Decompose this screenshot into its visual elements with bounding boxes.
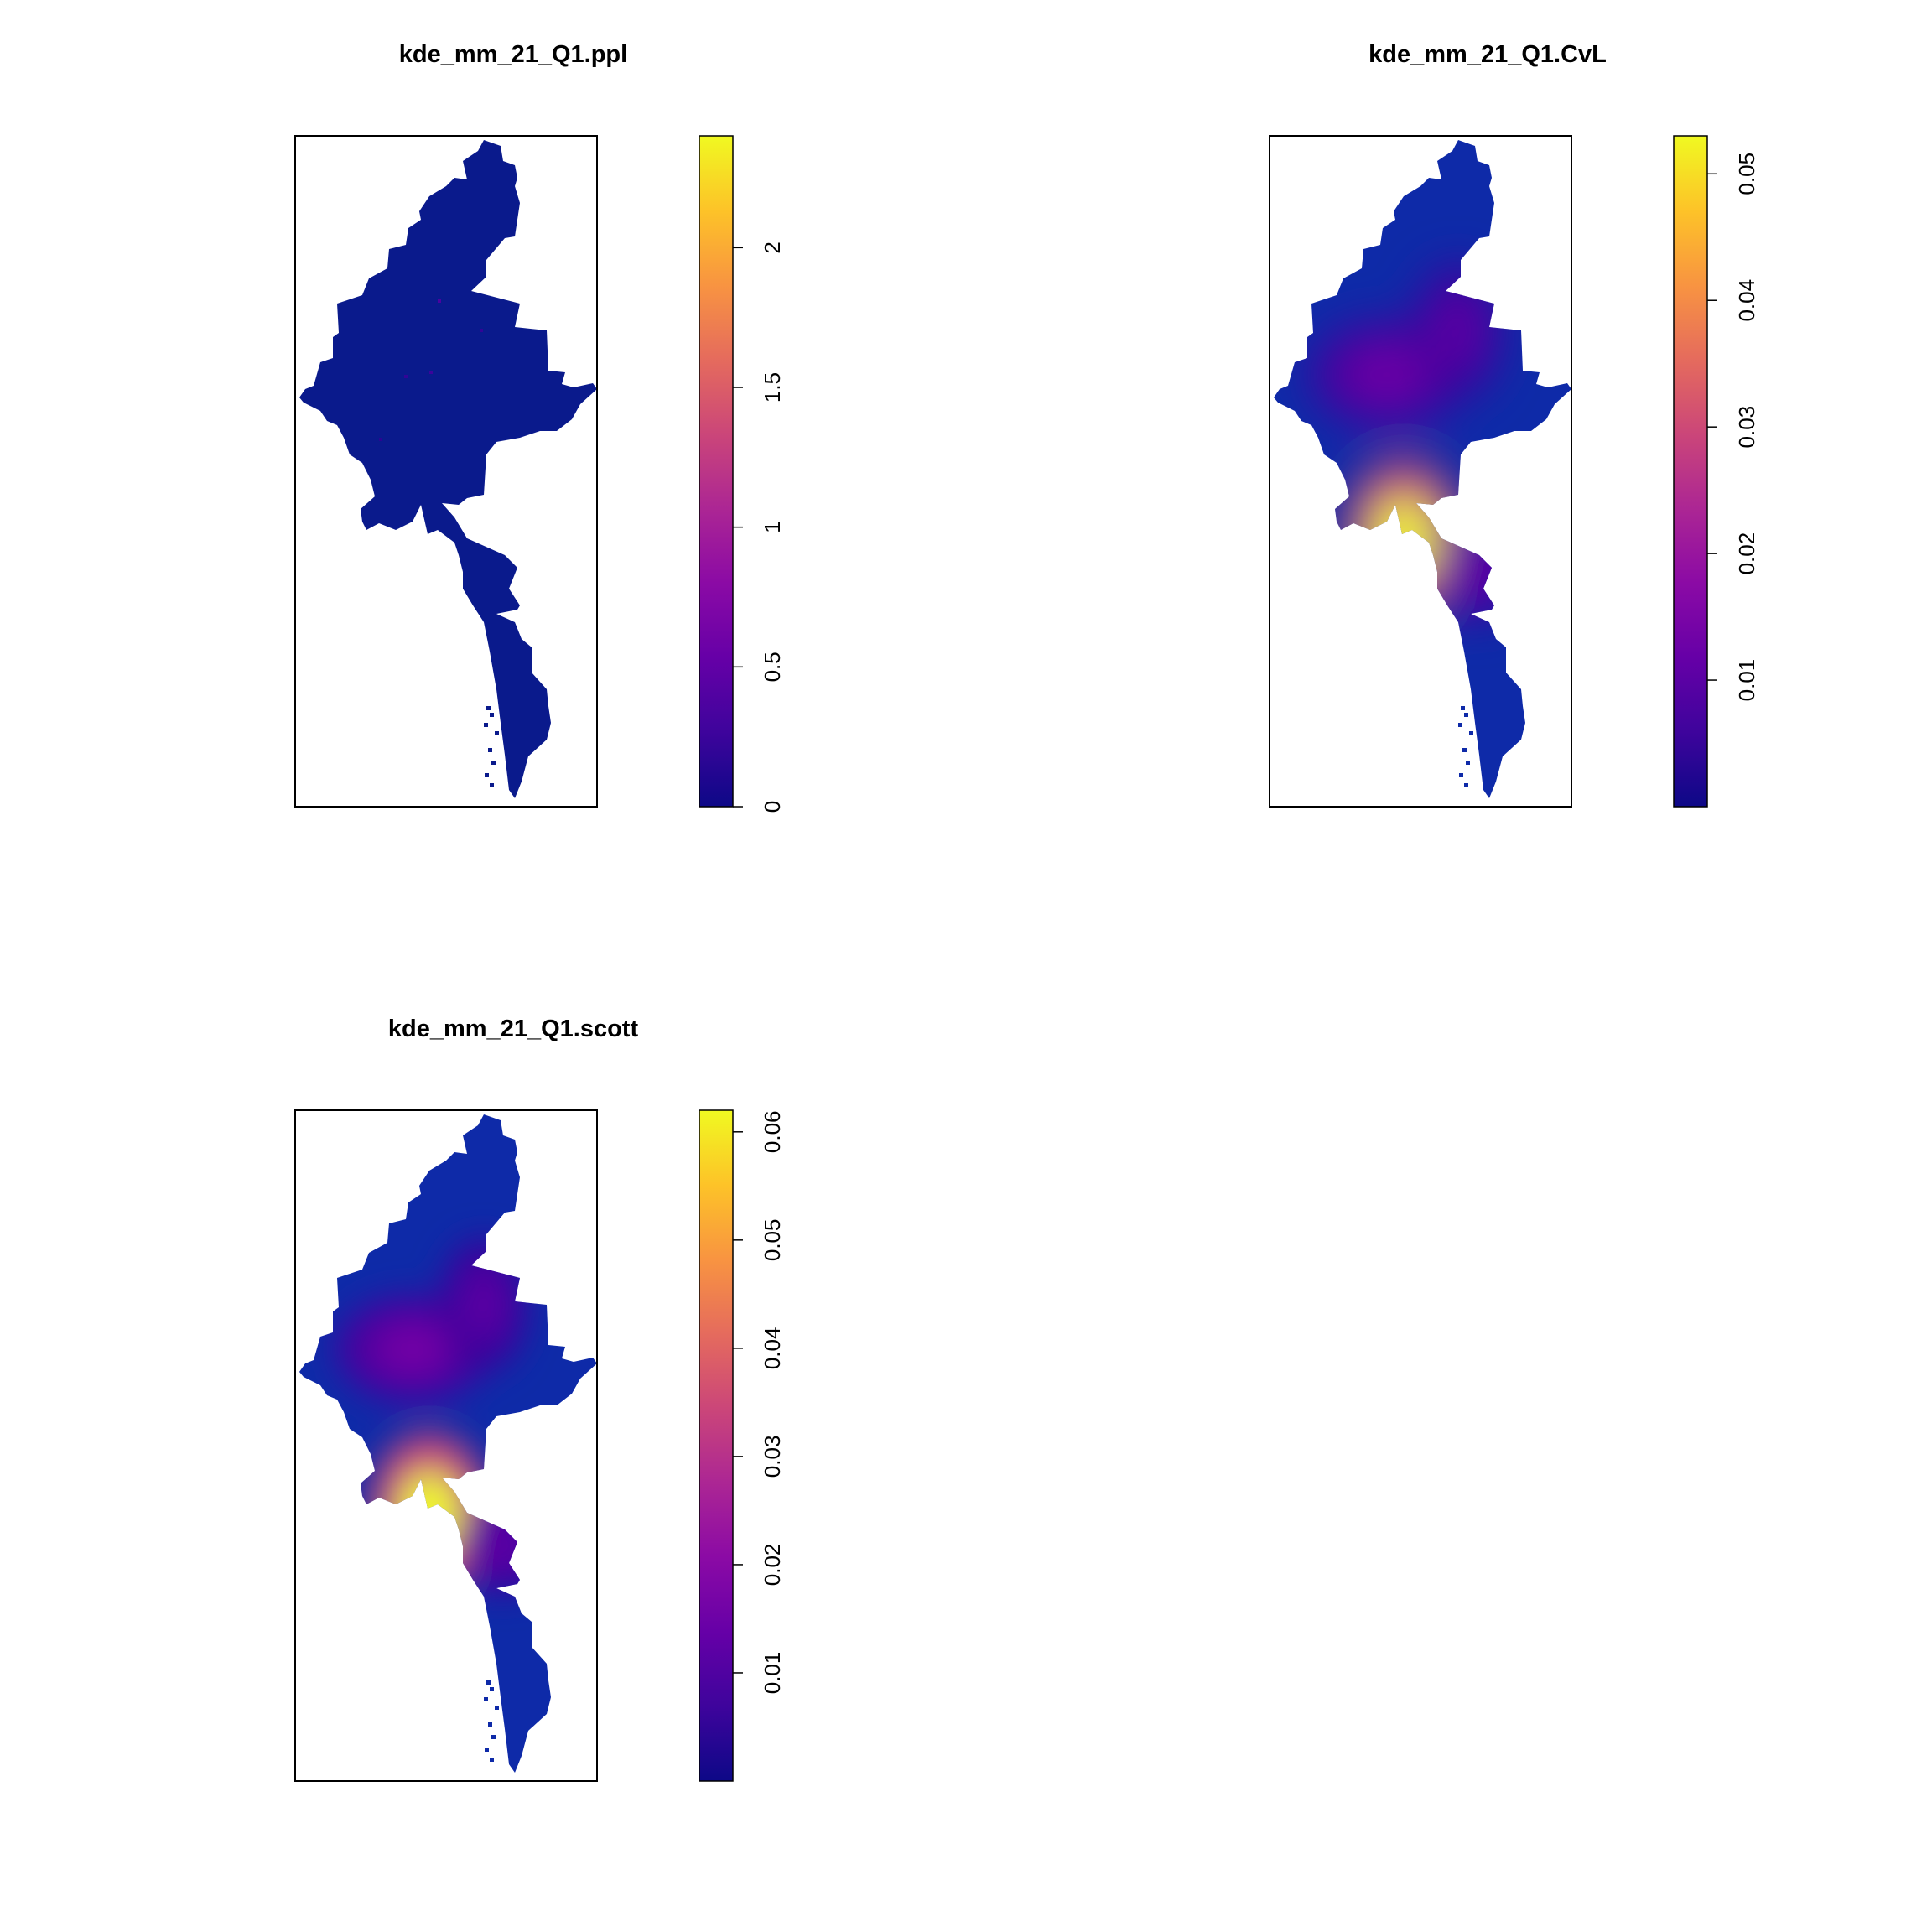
panel-title-ppl: kde_mm_21_Q1.ppl [399,41,627,68]
density-map-scott [299,1114,597,1773]
density-speck-3 [379,438,382,441]
map-fill-ppl [299,140,597,798]
hotspot-core-scott-3 [483,1522,527,1571]
hotspot-core-scott-0 [399,1472,460,1553]
density-map-cvl [1274,140,1571,798]
plot-frame-ppl [294,135,598,808]
colorbar-tick-label-scott-0: 0.01 [760,1652,785,1695]
colorbar-tick-label-cvl-3: 0.04 [1734,279,1759,322]
colorbar-tick-label-scott-5: 0.06 [760,1111,785,1154]
density-speck-1 [429,371,433,374]
hotspot-core-cvl-3 [1457,548,1501,596]
colorbar-tick-label-ppl-3: 1.5 [760,372,785,402]
density-speck-6 [480,329,483,332]
colorbar-cvl: 0.01 0.02 0.03 0.04 0.05 [1673,135,1759,808]
hotspot-core-scott-2 [462,1272,506,1337]
colorbar-tick-label-cvl-0: 0.01 [1734,659,1759,702]
hotspot-core-cvl-0 [1374,498,1434,579]
colorbar-scott: 0.01 0.02 0.03 0.04 0.05 0.06 [699,1109,785,1782]
panel-scott: kde_mm_21_Q1.scott 0.010.020.030.040.050… [294,1015,785,1782]
hotspot-peak-cvl-0 [1389,526,1418,564]
hotspot-core-cvl-2 [1436,298,1480,363]
colorbar-ppl: 0 0.5 1 1.5 2 [699,135,785,813]
density-speck-0 [438,299,441,303]
hotspot-core-cvl-1 [1349,348,1425,402]
colorbar-tick-label-ppl-4: 2 [760,242,785,253]
plot-frame-cvl [1269,135,1572,808]
colorbar-tick-label-ppl-1: 0.5 [760,652,785,682]
colorbar-tick-label-cvl-4: 0.05 [1734,153,1759,195]
panel-title-cvl: kde_mm_21_Q1.CvL [1368,41,1607,68]
panel-ppl: kde_mm_21_Q1.ppl 0 0.5 1 1.5 2 [294,41,785,813]
colorbar-tick-label-scott-2: 0.03 [760,1436,785,1478]
colorbar-tick-label-cvl-2: 0.03 [1734,406,1759,449]
density-speck-4 [429,543,433,546]
hotspot-peak-scott-0 [415,1500,444,1539]
density-speck-5 [425,548,428,552]
colorbar-tick-label-scott-4: 0.05 [760,1219,785,1262]
colorbar-tick-label-scott-3: 0.04 [760,1327,785,1370]
colorbar-tick-label-scott-1: 0.02 [760,1544,785,1587]
hotspot-core-scott-1 [375,1322,450,1376]
colorbar-tick-label-cvl-1: 0.02 [1734,532,1759,575]
colorbar-tick-label-ppl-2: 1 [760,521,785,532]
panel-cvl: kde_mm_21_Q1.CvL 0.01 0.02 0.03 0.04 0.05 [1269,41,1759,808]
colorbar-bar-scott [699,1109,734,1782]
plot-frame-scott [294,1109,598,1782]
density-speck-2 [404,375,408,378]
density-map-ppl [299,140,597,798]
colorbar-bar-ppl [699,135,734,808]
colorbar-bar-cvl [1673,135,1708,808]
panel-title-scott: kde_mm_21_Q1.scott [388,1015,639,1042]
colorbar-tick-label-ppl-0: 0 [760,801,785,813]
